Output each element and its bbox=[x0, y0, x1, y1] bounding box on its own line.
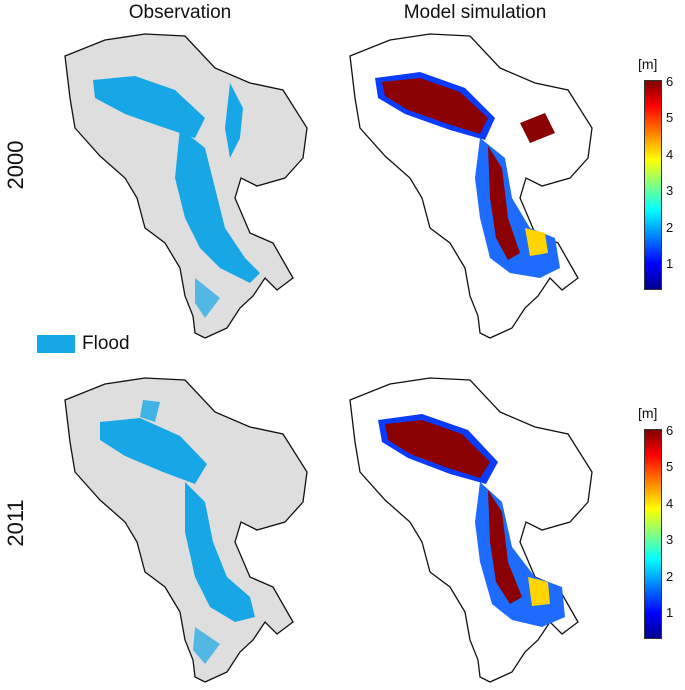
simulation-map-2000 bbox=[349, 33, 593, 339]
colorbar-tick: 2 bbox=[666, 220, 674, 235]
flood-legend: Flood bbox=[37, 333, 130, 355]
flood-extent-2000 bbox=[93, 76, 260, 318]
colorbar-tick: 3 bbox=[666, 183, 674, 198]
colorbar-tick: 1 bbox=[666, 605, 674, 620]
colorbar-tick: 3 bbox=[666, 532, 674, 547]
colorbar-gradient bbox=[644, 429, 662, 639]
depth-field-2011 bbox=[378, 414, 565, 627]
simulation-map-2011 bbox=[349, 377, 593, 683]
colorbar-tick: 4 bbox=[666, 147, 674, 162]
colorbar-tick: 5 bbox=[666, 459, 674, 474]
row-label-2000: 2000 bbox=[3, 140, 28, 190]
colorbar-tick: 6 bbox=[666, 74, 674, 89]
colorbar-tick: 6 bbox=[666, 423, 674, 438]
colorbar-tick: 2 bbox=[666, 569, 674, 584]
flood-extent-2011 bbox=[100, 400, 255, 664]
colorbar-gradient bbox=[644, 80, 662, 290]
observation-map-2011 bbox=[64, 377, 308, 683]
depth-field-2000 bbox=[375, 72, 560, 278]
simulation-title: Model simulation bbox=[403, 2, 547, 23]
colorbar-tick: 1 bbox=[666, 256, 674, 271]
colorbar-unit: [m] bbox=[638, 56, 658, 72]
colorbar-unit: [m] bbox=[638, 405, 658, 421]
row-label-2011: 2011 bbox=[3, 499, 28, 547]
flood-legend-label: Flood bbox=[82, 333, 130, 354]
colorbar-tick: 5 bbox=[666, 110, 674, 125]
observation-title: Observation bbox=[128, 2, 232, 23]
observation-map-2000 bbox=[64, 33, 308, 339]
flood-swatch bbox=[37, 335, 75, 353]
colorbar-tick: 4 bbox=[666, 496, 674, 511]
